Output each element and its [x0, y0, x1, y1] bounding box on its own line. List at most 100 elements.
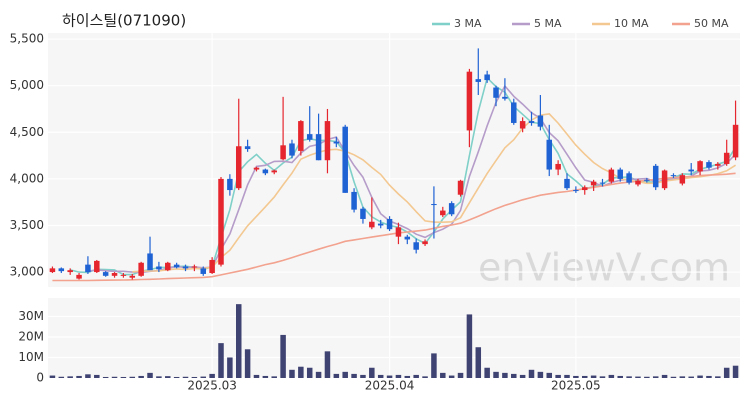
y-tick-label: 4,000 — [10, 171, 44, 185]
volume-bar — [289, 369, 295, 378]
candle-body — [528, 121, 535, 123]
legend-label: 50 MA — [694, 17, 729, 30]
volume-tick-label: 10M — [18, 350, 44, 364]
volume-bar — [395, 374, 402, 378]
volume-bar — [590, 375, 597, 378]
volume-bar — [697, 375, 703, 378]
candle-body — [448, 203, 455, 215]
volume-bar — [85, 374, 91, 378]
volume-bar — [377, 374, 384, 378]
candle-body — [58, 268, 65, 272]
volume-bar — [581, 375, 588, 378]
candle-body — [386, 218, 393, 230]
volume-tick-label: 20M — [18, 329, 44, 343]
candle-body — [466, 71, 473, 131]
volume-bar — [431, 353, 437, 378]
candle-body — [129, 275, 136, 278]
candle-body — [351, 191, 357, 210]
volume-bar — [94, 374, 100, 378]
candle-body — [440, 210, 446, 216]
volume-bar — [200, 376, 207, 378]
volume-bar — [679, 376, 686, 378]
volume-bar — [173, 376, 180, 378]
volume-bar — [457, 372, 464, 378]
candle-body — [723, 152, 730, 164]
volume-bar — [608, 374, 615, 378]
candle-body — [102, 272, 109, 276]
candle-body — [253, 167, 260, 170]
candle-body — [511, 102, 517, 123]
volume-bar — [253, 374, 260, 378]
volume-bar — [706, 375, 712, 378]
volume-bar — [102, 376, 109, 378]
volume-bar — [573, 375, 579, 378]
volume-bar — [227, 357, 233, 378]
volume-bar — [76, 375, 82, 378]
candle-body — [209, 259, 215, 274]
volume-bar — [555, 374, 561, 378]
candle-body — [262, 169, 269, 174]
y-tick-label: 3,500 — [10, 218, 44, 232]
volume-bar — [413, 374, 419, 378]
candle-body — [537, 115, 544, 127]
volume-bar — [156, 376, 162, 378]
volume-tick-label: 30M — [18, 309, 44, 323]
candle-body — [573, 190, 579, 192]
volume-bar — [138, 375, 144, 378]
volume-bar — [617, 375, 623, 378]
volume-bar — [333, 373, 340, 378]
candle-body — [706, 162, 712, 168]
volume-bar — [129, 376, 136, 378]
candle-body — [49, 268, 56, 273]
volume-bar — [599, 376, 606, 378]
volume-bar — [58, 376, 65, 378]
volume-bar — [644, 376, 650, 378]
volume-bar — [209, 373, 215, 378]
volume-bar — [635, 376, 641, 378]
volume-panel — [48, 298, 740, 378]
legend-label: 10 MA — [614, 17, 649, 30]
chart-title: 하이스틸(071090) — [62, 12, 186, 30]
candle-body — [289, 143, 295, 156]
candle-body — [404, 236, 411, 240]
volume-bar — [652, 376, 659, 378]
candle-body — [333, 141, 340, 144]
candle-body — [156, 266, 162, 270]
y-tick-label: 4,500 — [10, 125, 44, 139]
volume-bar — [165, 376, 171, 378]
volume-bar — [298, 366, 304, 378]
volume-bar — [448, 375, 455, 378]
candle-body — [227, 178, 233, 191]
candle-body — [165, 262, 171, 271]
candle-body — [218, 178, 224, 265]
candle-body — [502, 96, 508, 99]
candle-body — [324, 121, 331, 161]
x-tick-label: 2025.04 — [365, 379, 415, 393]
volume-bar — [191, 376, 198, 378]
volume-bar — [244, 349, 251, 378]
legend-label: 5 MA — [534, 17, 562, 30]
volume-bar — [262, 375, 269, 378]
candle-body — [120, 274, 127, 276]
ma-line — [52, 172, 736, 282]
x-tick-label: 2025.05 — [551, 379, 601, 393]
candle-body — [493, 87, 499, 98]
legend-label: 3 MA — [454, 17, 482, 30]
candle-body — [457, 180, 464, 195]
y-tick-label: 3,000 — [10, 265, 44, 279]
candle-body — [306, 134, 313, 140]
candle-body — [484, 74, 490, 81]
candle-body — [94, 260, 100, 273]
candle-body — [173, 264, 180, 268]
volume-bar — [404, 375, 411, 378]
volume-bar — [147, 372, 153, 378]
volume-bar — [732, 365, 739, 378]
volume-bar — [120, 376, 127, 378]
candle-body — [342, 126, 348, 193]
candle-body — [599, 182, 606, 184]
candle-body — [147, 253, 153, 271]
candle-body — [377, 223, 384, 226]
volume-bar — [315, 371, 322, 378]
candle-body — [635, 180, 641, 185]
candle-body — [76, 274, 82, 279]
